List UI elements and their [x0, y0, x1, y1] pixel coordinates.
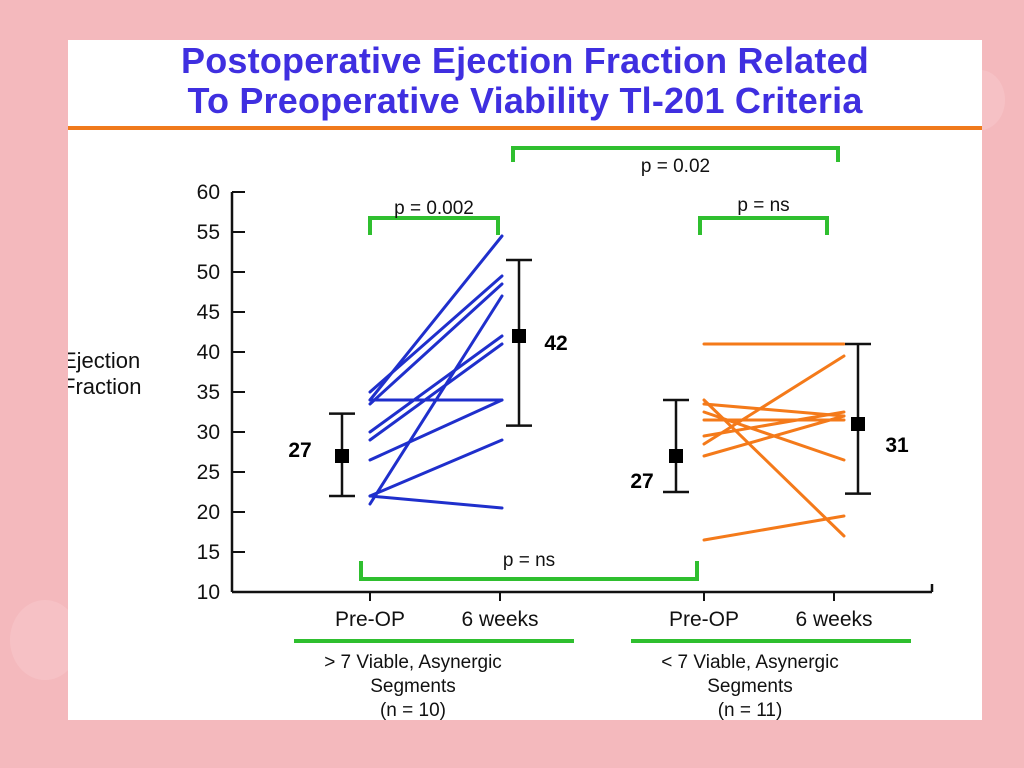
x-category-label: 6 weeks [795, 608, 872, 631]
group-label-line: < 7 Viable, Asynergic [661, 652, 839, 673]
y-tick-label: 35 [197, 381, 220, 404]
significance-bracket-group1 [368, 216, 500, 235]
y-tick-label: 55 [197, 221, 220, 244]
y-tick-label: 30 [197, 421, 220, 444]
slide-panel: Postoperative Ejection Fraction Related … [68, 40, 982, 720]
patient-line [368, 494, 504, 510]
patient-line [702, 354, 846, 446]
group2-6weeks-errorbar-mean-marker [851, 417, 865, 431]
significance-bracket-baseline [359, 561, 699, 581]
y-tick-label: 25 [197, 461, 220, 484]
patient-line [702, 410, 846, 438]
y-tick-label: 20 [197, 501, 220, 524]
x-category-label: Pre-OP [335, 608, 405, 631]
significance-bracket-group1-label: p = 0.002 [394, 198, 474, 219]
y-tick-label: 45 [197, 301, 220, 324]
patient-line [368, 334, 504, 434]
mean-label: 42 [544, 332, 567, 355]
group-label-line: Segments [370, 676, 456, 697]
slide-title-line-1: Postoperative Ejection Fraction Related [181, 40, 869, 81]
patient-line [702, 398, 846, 538]
patient-line [702, 514, 846, 542]
slide-title-line-2: To Preoperative Viability Tl-201 Criteri… [187, 80, 863, 121]
y-tick-label: 15 [197, 541, 220, 564]
mean-label: 27 [630, 470, 653, 493]
ejection-fraction-chart: 10 15 20 25 30 35 40 45 50 55 60 Pre-OP 6 weeks Pre-O… [68, 146, 934, 720]
significance-bracket-group2-label: p = ns [737, 195, 789, 216]
group1-6weeks-errorbar-mean-marker [512, 329, 526, 343]
mean-label: 31 [885, 434, 909, 457]
group2-preop-errorbar-mean-marker [669, 449, 683, 463]
group-label-line: (n = 10) [380, 700, 446, 720]
patient-line [702, 402, 846, 418]
patient-line [368, 398, 504, 462]
group-label-line: (n = 11) [718, 700, 783, 720]
patient-line [702, 414, 846, 458]
mean-label: 27 [288, 439, 311, 462]
significance-bracket-top-label: p = 0.02 [641, 156, 710, 177]
patient-line [368, 282, 504, 406]
patient-line [368, 342, 504, 442]
patient-line [368, 294, 504, 506]
group-label-line: Segments [707, 676, 793, 697]
y-tick-label: 60 [197, 181, 220, 204]
significance-bracket-baseline-label: p = ns [503, 550, 555, 571]
patient-line [368, 438, 504, 498]
significance-bracket-group2 [698, 216, 829, 235]
title-underline-rule [68, 126, 982, 130]
significance-bracket-top [511, 146, 840, 162]
patient-line [368, 234, 504, 402]
x-category-label: Pre-OP [669, 608, 739, 631]
y-axis-label: Fraction [68, 374, 141, 399]
group1-preop-errorbar-mean-marker [335, 449, 349, 463]
y-tick-label: 10 [197, 581, 220, 604]
y-tick-label: 40 [197, 341, 220, 364]
group-label-line: > 7 Viable, Asynergic [324, 652, 502, 673]
x-category-label: 6 weeks [461, 608, 538, 631]
y-tick-label: 50 [197, 261, 220, 284]
y-axis-label: Ejection [68, 348, 140, 373]
